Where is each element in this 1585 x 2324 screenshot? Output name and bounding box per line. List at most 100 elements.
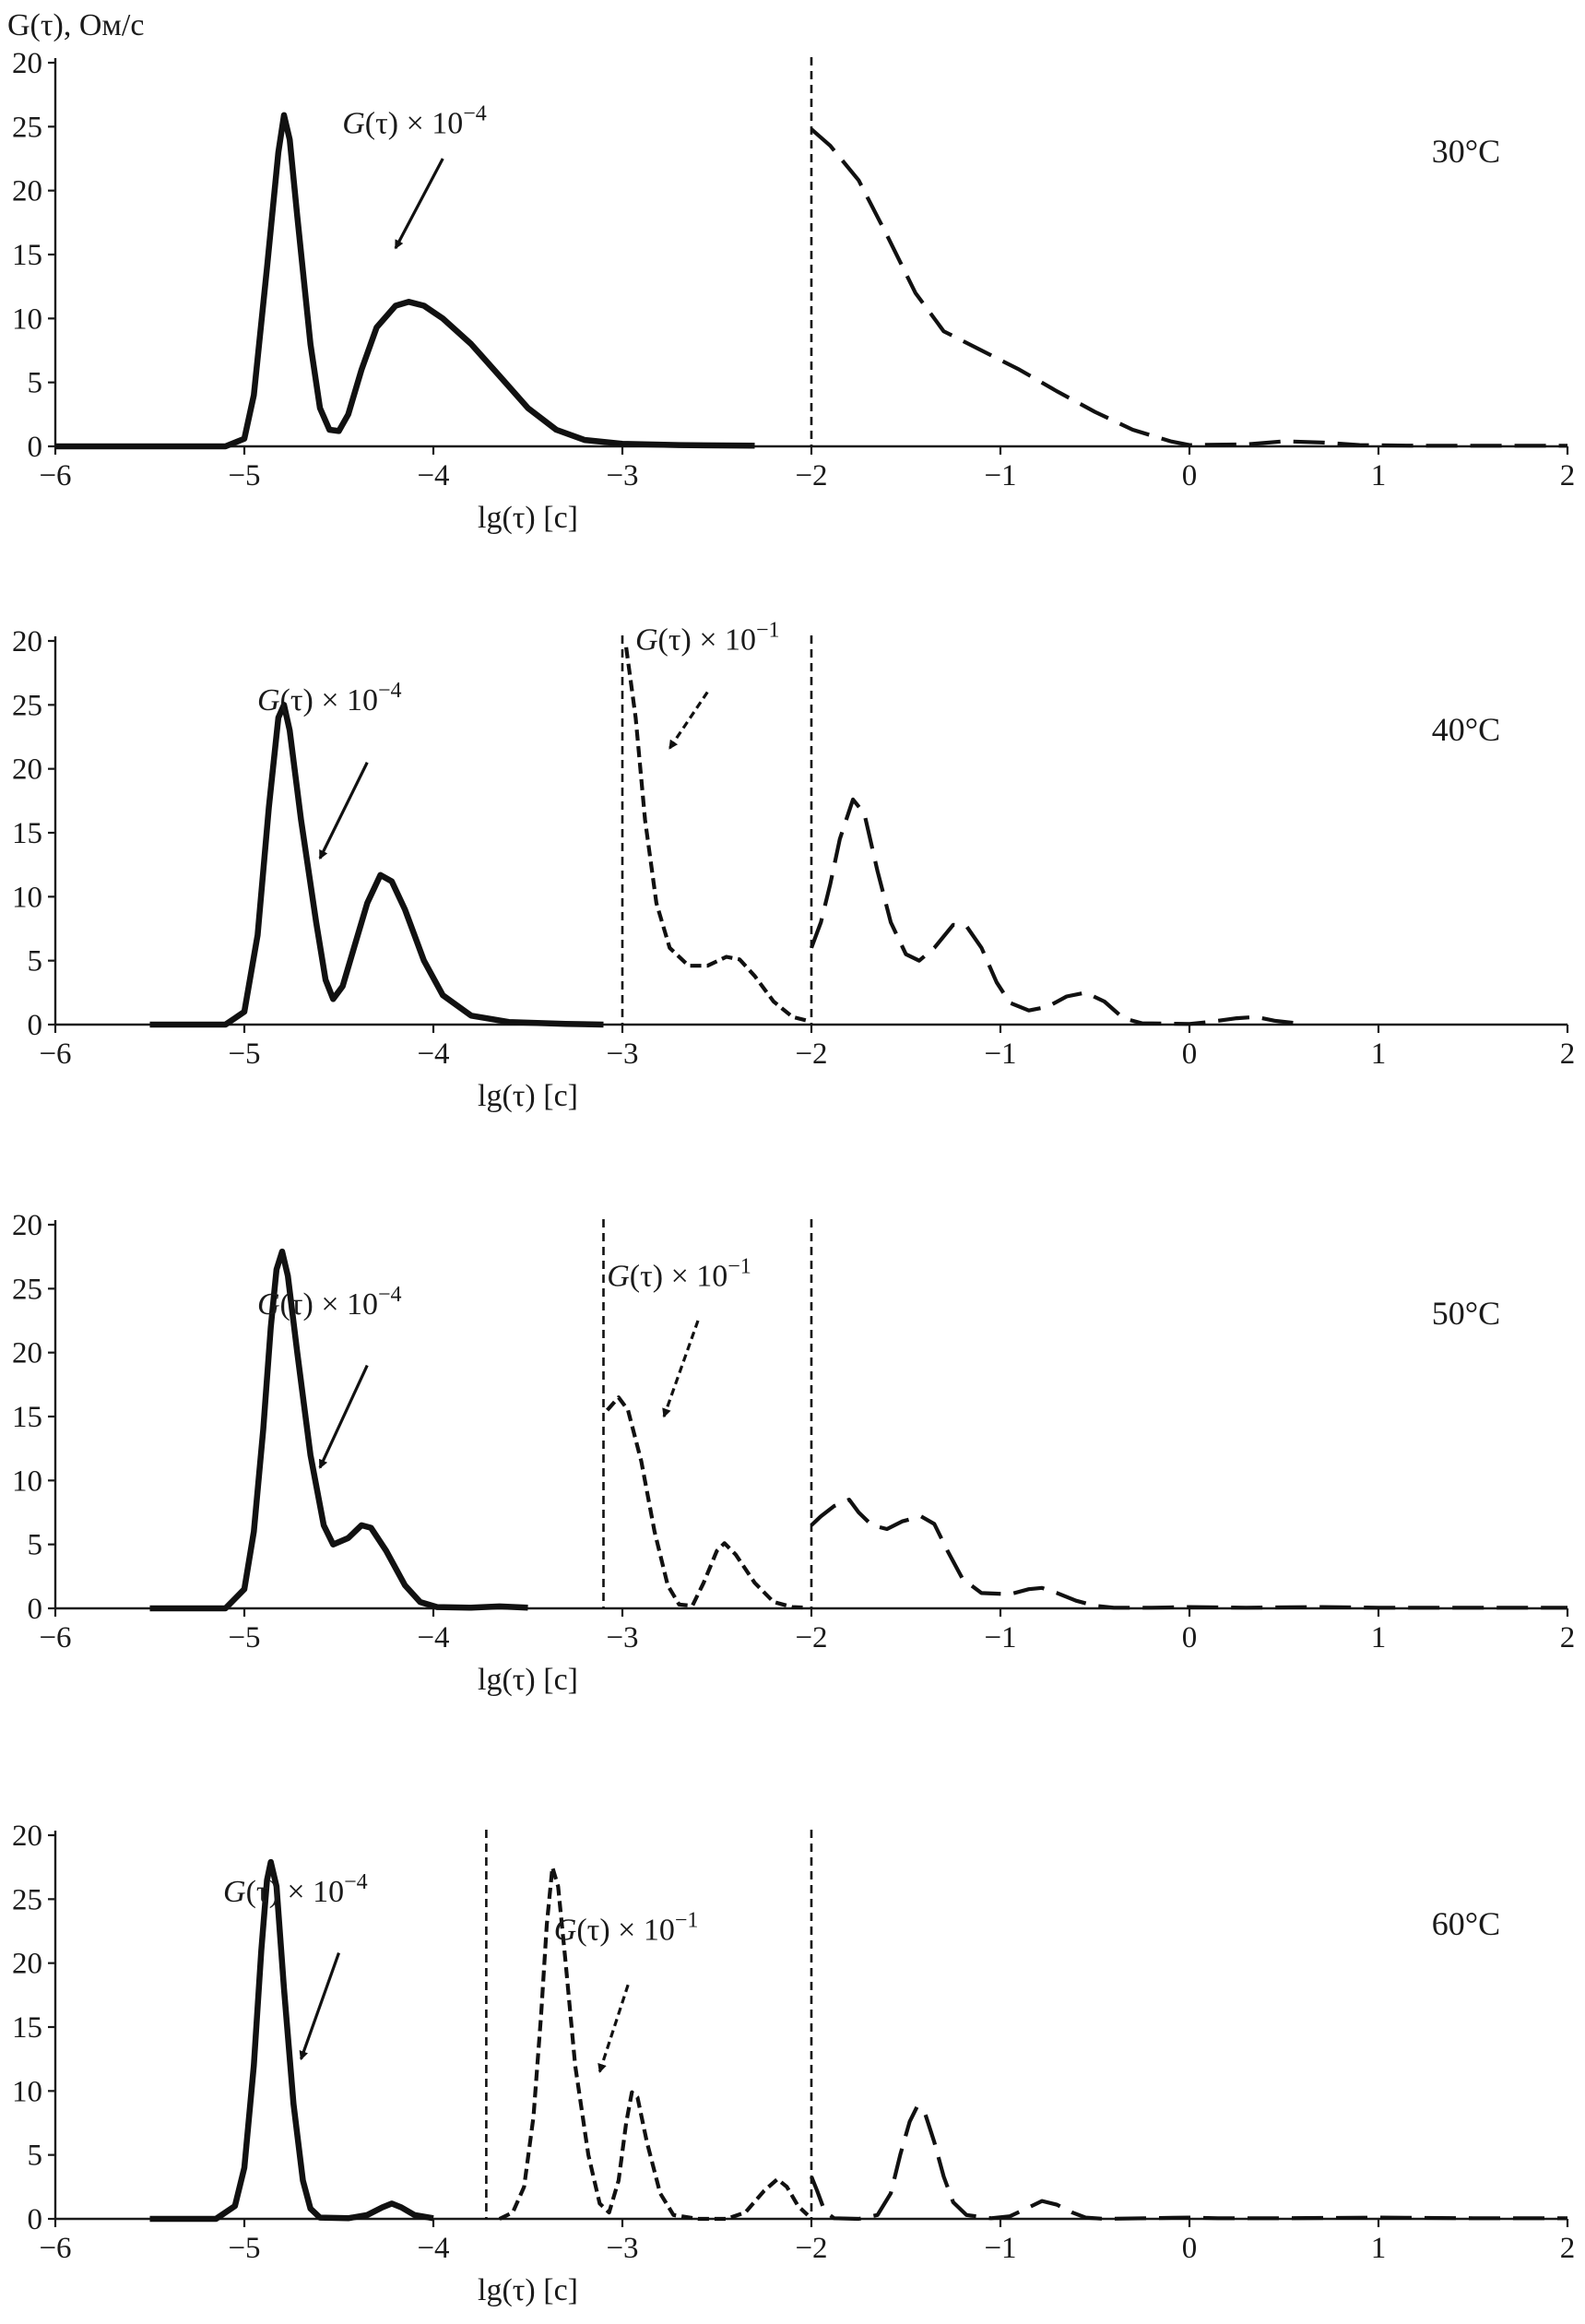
- annotation-label: G(τ) × 10−4: [342, 101, 487, 140]
- series-line-dashed: [810, 797, 1304, 1026]
- annotation-label: G(τ) × 10−1: [607, 1255, 751, 1294]
- x-axis-label: lg(τ) [с]: [478, 1079, 578, 1113]
- x-tick-label: 2: [1560, 459, 1576, 492]
- temperature-label: 40°C: [1432, 711, 1500, 748]
- annotation-arrow: [597, 1984, 630, 2073]
- x-tick-label: 0: [1182, 2232, 1198, 2265]
- annotation-arrow: [394, 158, 444, 250]
- y-tick-label: 15: [12, 239, 42, 272]
- x-tick-label: −5: [228, 2232, 260, 2265]
- panel-4: 0 5 10 15 20 25 20 −6 −5 −4 −3 −2 −1 0 1 2 lg(τ) [с] 60°C…: [12, 1820, 1575, 2307]
- y-tick-label: 10: [12, 302, 42, 336]
- series-line-dashed: [810, 1498, 1567, 1610]
- x-tick-label: 1: [1371, 459, 1387, 492]
- x-tick-label: −3: [606, 2232, 638, 2265]
- x-axis-label: lg(τ) [с]: [478, 1663, 578, 1697]
- y-tick-label: 5: [28, 1529, 43, 1562]
- annotation-label: G(τ) × 10−4: [257, 679, 402, 717]
- temperature-label: 50°C: [1432, 1295, 1500, 1332]
- y-tick-label: 25: [12, 689, 42, 722]
- y-tick-label: 20: [12, 753, 42, 787]
- x-tick-label: −4: [417, 1038, 449, 1071]
- annotation-label: G(τ) × 10−4: [223, 1870, 368, 1909]
- y-tick-label: 20: [12, 47, 42, 80]
- x-tick-label: −5: [228, 1038, 260, 1071]
- x-tick-label: 0: [1182, 1621, 1198, 1654]
- panel-1: 0 5 10 15 20 25 20 −6 −5 −4 −3 −2 −1 0 1 2 lg(τ) [с] 30°C…: [12, 47, 1575, 535]
- x-tick-label: 0: [1182, 459, 1198, 492]
- x-tick-label: −6: [39, 1621, 71, 1654]
- x-tick-label: −2: [795, 2232, 827, 2265]
- annotation-arrow: [668, 691, 709, 750]
- temperature-label: 30°C: [1432, 133, 1500, 170]
- series-line-solid: [149, 702, 604, 1028]
- annotation-arrow: [299, 1952, 341, 2061]
- x-tick-label: −6: [39, 1038, 71, 1071]
- y-tick-label: 20: [12, 1209, 42, 1242]
- y-tick-label: 25: [12, 1883, 42, 1916]
- x-tick-label: −1: [984, 1621, 1016, 1654]
- series-line-solid: [149, 1248, 528, 1612]
- y-axis-title: G(τ), Ом/с: [7, 8, 144, 42]
- y-tick-label: 20: [12, 625, 42, 658]
- x-tick-label: −4: [417, 2232, 449, 2265]
- series-line-dashed: [810, 2104, 1567, 2222]
- annotation-arrow: [318, 1364, 369, 1469]
- x-tick-label: −2: [795, 1621, 827, 1654]
- x-tick-label: −6: [39, 459, 71, 492]
- annotation-label: G(τ) × 10−1: [554, 1909, 699, 1948]
- series-line-dashed: [810, 127, 1567, 448]
- x-tick-label: 2: [1560, 2232, 1576, 2265]
- series-line-solid: [149, 1858, 434, 2223]
- x-tick-label: 1: [1371, 1621, 1387, 1654]
- x-tick-label: −1: [984, 459, 1016, 492]
- x-tick-label: −4: [417, 459, 449, 492]
- y-tick-label: 10: [12, 2075, 42, 2108]
- annotation-label: G(τ) × 10−1: [635, 619, 780, 658]
- x-tick-label: −2: [795, 1038, 827, 1071]
- x-tick-label: −6: [39, 2232, 71, 2265]
- series-line-dotted: [606, 1395, 808, 1610]
- y-tick-label: 0: [28, 1593, 43, 1626]
- annotation-arrow: [662, 1320, 700, 1418]
- y-tick-label: 20: [12, 1820, 42, 1853]
- y-tick-label: 0: [28, 1009, 43, 1042]
- x-tick-label: 1: [1371, 2232, 1387, 2265]
- x-axis-label: lg(τ) [с]: [478, 501, 578, 535]
- panel-2: 0 5 10 15 20 25 20 −6 −5 −4 −3 −2 −1 0 1 2 lg(τ) [с] 40°C…: [12, 619, 1575, 1113]
- y-tick-label: 15: [12, 1401, 42, 1434]
- x-tick-label: −3: [606, 1038, 638, 1071]
- x-tick-label: −4: [417, 1621, 449, 1654]
- y-tick-label: 15: [12, 817, 42, 850]
- y-tick-label: 5: [28, 945, 43, 978]
- annotation-arrow: [318, 762, 369, 860]
- y-tick-label: 5: [28, 367, 43, 400]
- x-tick-label: 2: [1560, 1038, 1576, 1071]
- series-line-solid: [55, 112, 755, 450]
- x-tick-label: −3: [606, 1621, 638, 1654]
- y-tick-label: 25: [12, 111, 42, 144]
- y-tick-label: 5: [28, 2140, 43, 2173]
- x-axis-label: lg(τ) [с]: [478, 2273, 578, 2307]
- x-tick-label: −1: [984, 2232, 1016, 2265]
- annotation-label: G(τ) × 10−4: [257, 1283, 402, 1322]
- x-tick-label: −5: [228, 1621, 260, 1654]
- y-tick-label: 10: [12, 881, 42, 914]
- y-tick-label: 20: [12, 1948, 42, 1981]
- y-tick-label: 20: [12, 175, 42, 208]
- temperature-label: 60°C: [1432, 1905, 1500, 1942]
- x-tick-label: 0: [1182, 1038, 1198, 1071]
- y-tick-label: 10: [12, 1464, 42, 1498]
- panel-3: 0 5 10 15 20 25 20 −6 −5 −4 −3 −2 −1 0 1 2 lg(τ) [с] 50°C…: [12, 1209, 1575, 1697]
- y-tick-label: 25: [12, 1273, 42, 1306]
- y-tick-label: 20: [12, 1337, 42, 1370]
- x-tick-label: −3: [606, 459, 638, 492]
- x-tick-label: 2: [1560, 1621, 1576, 1654]
- x-tick-label: −5: [228, 459, 260, 492]
- x-tick-label: −2: [795, 459, 827, 492]
- series-line-dotted: [624, 646, 809, 1023]
- y-tick-label: 0: [28, 2203, 43, 2236]
- y-tick-label: 0: [28, 431, 43, 464]
- y-tick-label: 15: [12, 2011, 42, 2045]
